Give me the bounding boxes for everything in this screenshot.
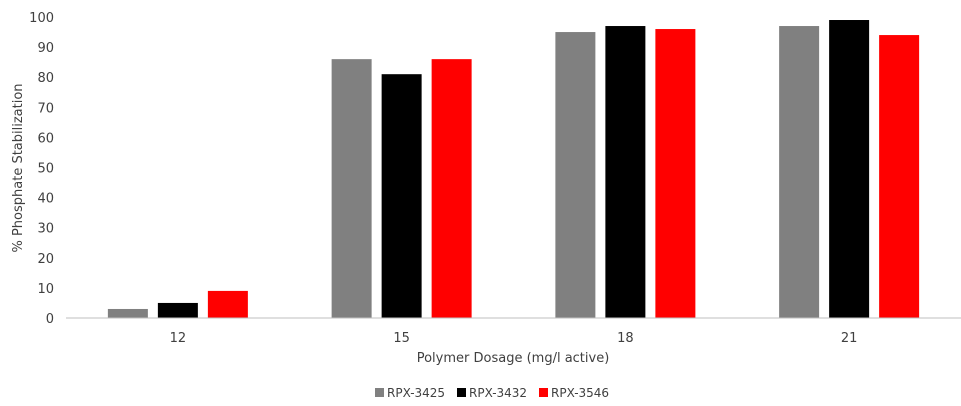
bar-rpx-3425-18 (555, 32, 596, 319)
x-axis-title: Polymer Dosage (mg/l active) (417, 351, 610, 366)
y-tick-label: 20 (37, 252, 54, 267)
x-tick-label: 18 (617, 331, 634, 346)
y-tick-label: 10 (37, 282, 54, 297)
bar-rpx-3425-12 (107, 308, 148, 318)
x-tick-label: 12 (170, 331, 187, 346)
legend-label: RPX-3432 (469, 386, 527, 400)
bars (107, 20, 920, 319)
bar-rpx-3432-21 (829, 20, 870, 318)
legend-label: RPX-3546 (551, 386, 609, 400)
legend: RPX-3425 RPX-3432 RPX-3546 (375, 386, 609, 400)
bar-rpx-3546-15 (431, 59, 472, 318)
bar-rpx-3546-18 (655, 29, 696, 318)
bar-rpx-3432-18 (605, 26, 646, 319)
legend-swatch (375, 388, 384, 397)
y-tick-label: 60 (37, 131, 54, 146)
y-tick-label: 30 (37, 222, 54, 237)
x-tick-label: 15 (393, 331, 410, 346)
bar-rpx-3546-21 (879, 35, 920, 319)
y-tick-label: 40 (37, 192, 54, 207)
bar-rpx-3546-12 (207, 290, 248, 318)
bar-rpx-3432-15 (381, 74, 422, 318)
y-tick-label: 70 (37, 101, 54, 116)
bar-rpx-3432-12 (157, 302, 198, 318)
legend-swatch (539, 388, 548, 397)
legend-swatch (457, 388, 466, 397)
y-axis-title: % Phosphate Stabilization (11, 83, 26, 252)
bar-rpx-3425-21 (779, 26, 820, 319)
y-tick-label: 80 (37, 71, 54, 86)
x-tick-label: 21 (841, 331, 858, 346)
y-axis-ticks: 0 10 20 30 40 50 60 70 80 90 100 (29, 11, 54, 327)
y-tick-label: 50 (37, 162, 54, 177)
y-tick-label: 100 (29, 11, 54, 26)
x-axis-ticks: 12 15 18 21 (170, 331, 858, 346)
legend-label: RPX-3425 (387, 386, 445, 400)
y-tick-label: 90 (37, 41, 54, 56)
bar-rpx-3425-15 (331, 59, 372, 318)
y-tick-label: 0 (46, 312, 54, 327)
